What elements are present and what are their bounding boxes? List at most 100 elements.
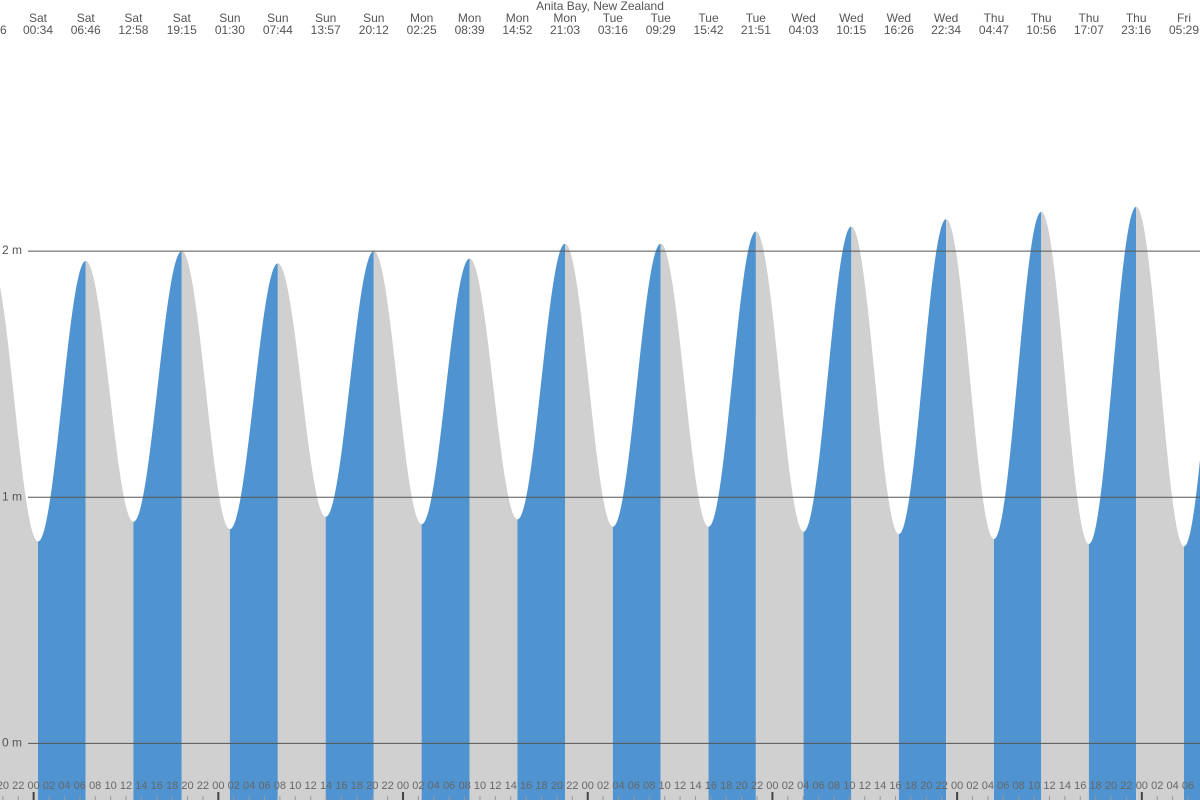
day-label: Wed	[934, 11, 958, 25]
x-tick-label: 06	[443, 780, 455, 792]
x-tick-label: 12	[120, 780, 132, 792]
x-tick-label: 20	[0, 780, 9, 792]
tide-segment	[1088, 206, 1137, 800]
tide-segment	[37, 260, 86, 800]
x-tick-label: 16	[889, 780, 901, 792]
x-tick-label: 02	[597, 780, 609, 792]
time-label: 03:16	[598, 23, 628, 37]
x-tick-label: 14	[1059, 780, 1071, 792]
x-tick-label: 22	[566, 780, 578, 792]
x-tick-label: 08	[828, 780, 840, 792]
x-tick-label: 10	[1028, 780, 1040, 792]
x-tick-label: 18	[535, 780, 547, 792]
time-label: 22:34	[931, 23, 961, 37]
x-tick-label: 14	[874, 780, 886, 792]
x-tick-label: 14	[505, 780, 517, 792]
tide-segment	[993, 211, 1042, 800]
x-tick-label: 00	[28, 780, 40, 792]
day-label: Mon	[553, 11, 576, 25]
x-tick-label: 04	[243, 780, 255, 792]
day-label: Thu	[984, 11, 1005, 25]
x-tick-label: 00	[397, 780, 409, 792]
x-tick-label: 04	[612, 780, 624, 792]
tide-segment	[1041, 211, 1089, 800]
x-tick-label: 12	[489, 780, 501, 792]
time-label: 19:15	[167, 23, 197, 37]
day-label: Wed	[887, 11, 911, 25]
y-tick-label: 0 m	[2, 736, 22, 750]
x-tick-label: 00	[1136, 780, 1148, 792]
time-label: 10:56	[1026, 23, 1056, 37]
day-label: Mon	[506, 11, 529, 25]
day-label: Tue	[603, 11, 624, 25]
x-tick-label: 02	[412, 780, 424, 792]
x-tick-label: 04	[797, 780, 809, 792]
time-label: 05:29	[1169, 23, 1199, 37]
x-tick-label: 02	[43, 780, 55, 792]
tide-segment	[1184, 459, 1200, 800]
day-label: Thu	[1079, 11, 1100, 25]
time-label: 17:07	[1074, 23, 1104, 37]
tide-segment	[133, 251, 182, 800]
day-label: Sat	[124, 11, 143, 25]
x-tick-label: 06	[812, 780, 824, 792]
x-tick-label: 20	[920, 780, 932, 792]
chart-title: Anita Bay, New Zealand	[536, 0, 664, 13]
day-label: Tue	[651, 11, 672, 25]
x-tick-label: 08	[643, 780, 655, 792]
x-tick-label: 16	[151, 780, 163, 792]
tide-segment	[565, 243, 613, 800]
x-tick-label: 16	[520, 780, 532, 792]
x-tick-label: 18	[166, 780, 178, 792]
day-label: Tue	[698, 11, 719, 25]
x-tick-label: 06	[628, 780, 640, 792]
tide-segment	[803, 226, 852, 800]
time-label: 13:57	[311, 23, 341, 37]
tide-segment	[898, 219, 947, 800]
y-tick-label: 2 m	[2, 243, 22, 257]
x-tick-label: 10	[659, 780, 671, 792]
x-tick-label: 00	[951, 780, 963, 792]
time-label: 12:58	[118, 23, 148, 37]
x-tick-label: 02	[966, 780, 978, 792]
x-tick-label: 10	[104, 780, 116, 792]
x-tick-label: 12	[1043, 780, 1055, 792]
x-tick-label: 02	[228, 780, 240, 792]
day-label: Sun	[363, 11, 384, 25]
time-label: 21:51	[741, 23, 771, 37]
tide-segment	[946, 219, 994, 800]
x-tick-label: 06	[1182, 780, 1194, 792]
day-label: Fri	[1177, 11, 1191, 25]
day-label: Sat	[173, 11, 192, 25]
x-tick-label: 06	[74, 780, 86, 792]
x-tick-label: 16	[705, 780, 717, 792]
time-label: 02:25	[407, 23, 437, 37]
tide-segment	[373, 251, 422, 800]
time-label: 00:34	[23, 23, 53, 37]
tide-segment	[517, 243, 566, 800]
x-tick-label: 06	[258, 780, 270, 792]
x-tick-label: 22	[197, 780, 209, 792]
x-tick-label: 00	[766, 780, 778, 792]
tide-segment	[85, 260, 134, 800]
x-tick-label: 04	[1166, 780, 1178, 792]
time-label: 20:12	[359, 23, 389, 37]
x-tick-label: 14	[135, 780, 147, 792]
day-label: Sun	[267, 11, 288, 25]
x-tick-label: 18	[905, 780, 917, 792]
time-label: 16:26	[884, 23, 914, 37]
tide-segment	[708, 231, 756, 800]
time-label: 08:39	[455, 23, 485, 37]
x-tick-label: 08	[89, 780, 101, 792]
x-tick-label: 10	[474, 780, 486, 792]
day-label: Sat	[77, 11, 96, 25]
x-tick-label: 10	[843, 780, 855, 792]
time-label: 09:29	[646, 23, 676, 37]
time-label: 04:47	[979, 23, 1009, 37]
day-label: Mon	[458, 11, 481, 25]
x-tick-label: 20	[736, 780, 748, 792]
day-label: Mon	[410, 11, 433, 25]
x-tick-label: 04	[58, 780, 70, 792]
day-label: Thu	[1126, 11, 1147, 25]
